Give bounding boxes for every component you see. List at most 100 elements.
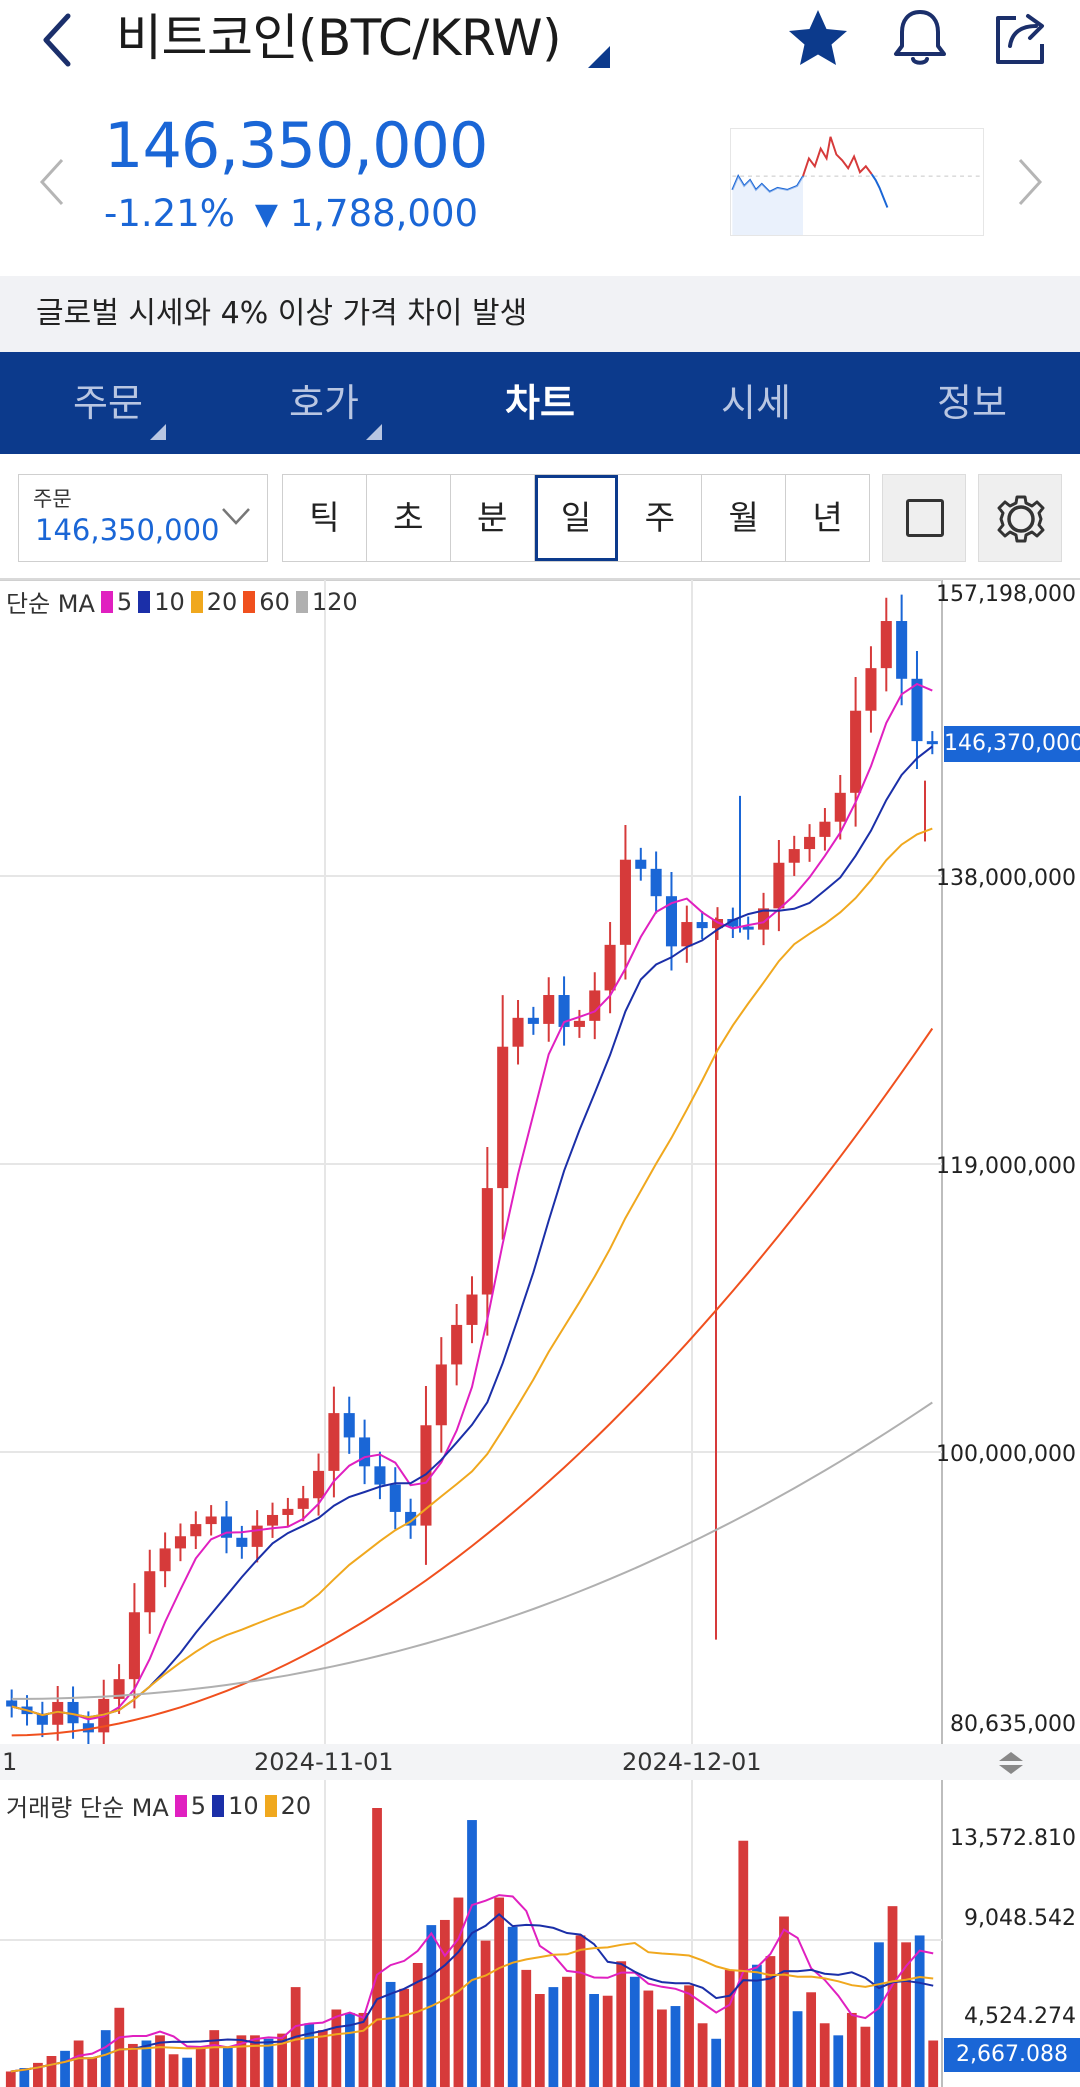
quote-panel: 146,350,000 -1.21% ▼ 1,788,000 bbox=[0, 90, 1080, 270]
chevron-left-icon[interactable] bbox=[36, 156, 68, 208]
volume-bar bbox=[168, 2054, 179, 2087]
volume-bar bbox=[589, 1994, 599, 2087]
bell-icon[interactable] bbox=[888, 6, 952, 70]
chevron-left-icon[interactable] bbox=[38, 10, 78, 70]
volume-bar bbox=[250, 2035, 260, 2087]
ma-legend[interactable]: 단순 MA 5 10 20 60 120 bbox=[6, 584, 362, 619]
candle-body bbox=[82, 1723, 94, 1733]
candle-body bbox=[819, 821, 831, 837]
caret-down-right-icon[interactable] bbox=[588, 46, 610, 68]
vma10-line bbox=[10, 1912, 934, 2073]
period-tick[interactable]: 틱 bbox=[283, 475, 367, 561]
candle-body bbox=[374, 1466, 386, 1485]
volume-bar bbox=[195, 2047, 206, 2087]
period-year[interactable]: 년 bbox=[812, 498, 843, 537]
volume-bar bbox=[806, 1992, 817, 2087]
candle-body bbox=[558, 995, 570, 1027]
legend-prefix: 거래량 단순 MA bbox=[6, 1794, 169, 1822]
period-second[interactable]: 초 bbox=[367, 475, 451, 561]
candle-body bbox=[6, 1700, 18, 1707]
page-title[interactable]: 비트코인(BTC/KRW) bbox=[116, 9, 562, 67]
volume-bar bbox=[345, 2012, 355, 2087]
candle-body bbox=[711, 919, 724, 929]
volume-bar bbox=[209, 2030, 220, 2087]
legend-swatch-vma10 bbox=[212, 1794, 225, 1817]
candlestick-chart[interactable] bbox=[0, 580, 1080, 2087]
volume-bar bbox=[670, 2006, 681, 2087]
volume-bar bbox=[602, 1995, 613, 2087]
volume-bar bbox=[575, 1935, 586, 2087]
top-bar: 비트코인(BTC/KRW) bbox=[0, 0, 1080, 80]
fullscreen-button[interactable] bbox=[882, 474, 966, 562]
tab-info[interactable]: 정보 bbox=[864, 352, 1080, 454]
candle-body bbox=[850, 710, 862, 793]
legend-label: 20 bbox=[206, 587, 238, 616]
legend-swatch-ma10 bbox=[138, 590, 151, 613]
legend-swatch-ma60 bbox=[243, 590, 256, 613]
candle-body bbox=[128, 1612, 140, 1680]
legend-label: 10 bbox=[228, 1791, 259, 1820]
share-icon[interactable] bbox=[990, 6, 1054, 70]
tab-label: 정보 bbox=[937, 381, 1007, 425]
volume-bar bbox=[222, 2047, 233, 2087]
chart-area[interactable]: 단순 MA 5 10 20 60 120 157,198,000 138,000… bbox=[0, 580, 1080, 2087]
mini-sparkline[interactable] bbox=[730, 128, 984, 236]
candle-body bbox=[159, 1548, 171, 1572]
volume-bar bbox=[846, 2012, 857, 2087]
tab-quotes[interactable]: 시세 bbox=[648, 352, 864, 454]
caret-icon bbox=[150, 424, 166, 440]
volume-bar bbox=[317, 2030, 328, 2087]
volume-ma-legend[interactable]: 거래량 단순 MA 5 10 20 bbox=[6, 1788, 315, 1823]
volume-bar bbox=[5, 2071, 16, 2087]
period-day[interactable]: 일 bbox=[534, 475, 619, 561]
period-minute[interactable]: 분 bbox=[451, 475, 535, 561]
period-selector: 틱 초 분 일 주 월 년 bbox=[282, 474, 870, 562]
volume-bar bbox=[494, 1897, 505, 2087]
period-month[interactable]: 월 bbox=[702, 475, 787, 561]
candle-body bbox=[205, 1516, 217, 1525]
candle-body bbox=[604, 944, 616, 991]
candle-body bbox=[267, 1514, 279, 1526]
star-icon[interactable] bbox=[786, 6, 850, 70]
candle-body bbox=[650, 868, 662, 897]
ma20-line bbox=[11, 827, 933, 1719]
volume-bar bbox=[738, 1840, 749, 2087]
tab-order[interactable]: 주문 bbox=[0, 352, 216, 454]
candle-body bbox=[466, 1294, 478, 1325]
candle-body bbox=[36, 1714, 48, 1725]
volume-bar bbox=[33, 2062, 43, 2087]
change-percent: -1.21% bbox=[104, 192, 235, 235]
volume-bar bbox=[779, 1916, 789, 2087]
tab-orderbook[interactable]: 호가 bbox=[216, 352, 432, 454]
settings-button[interactable] bbox=[978, 474, 1062, 562]
volume-bar bbox=[141, 2040, 152, 2087]
volume-bar bbox=[467, 1820, 477, 2087]
candle-body bbox=[405, 1511, 417, 1526]
volume-bar bbox=[643, 1990, 654, 2087]
price-axis-label: 119,000,000 bbox=[936, 1154, 1076, 1179]
order-price-select[interactable]: 주문 146,350,000 bbox=[18, 474, 268, 562]
legend-label: 5 bbox=[116, 587, 133, 616]
volume-bar bbox=[412, 1963, 423, 2087]
volume-bar bbox=[548, 1987, 559, 2087]
volume-bar bbox=[819, 2023, 830, 2087]
candle-body bbox=[297, 1498, 309, 1509]
candle-body bbox=[512, 1017, 524, 1047]
volume-bar bbox=[751, 1964, 762, 2087]
candle-body bbox=[435, 1364, 447, 1426]
notice-banner[interactable]: 글로벌 시세와 4% 이상 가격 차이 발생 bbox=[0, 276, 1080, 352]
price-axis-label: 138,000,000 bbox=[936, 866, 1076, 891]
price-axis-label: 100,000,000 bbox=[936, 1442, 1076, 1467]
volume-bar bbox=[19, 2068, 30, 2087]
legend-swatch-vma5 bbox=[174, 1794, 187, 1817]
tab-chart[interactable]: 차트 bbox=[432, 352, 648, 454]
period-week[interactable]: 주 bbox=[618, 475, 703, 561]
volume-bar bbox=[46, 2056, 57, 2087]
chevron-right-icon[interactable] bbox=[1014, 156, 1046, 208]
gear-icon bbox=[997, 495, 1045, 543]
candle-body bbox=[52, 1701, 64, 1725]
volume-bar bbox=[901, 1942, 911, 2087]
resize-handle-icon[interactable] bbox=[996, 1750, 1026, 1776]
x-axis-label: 1 bbox=[2, 1748, 18, 1776]
legend-swatch-vma20 bbox=[264, 1794, 277, 1817]
